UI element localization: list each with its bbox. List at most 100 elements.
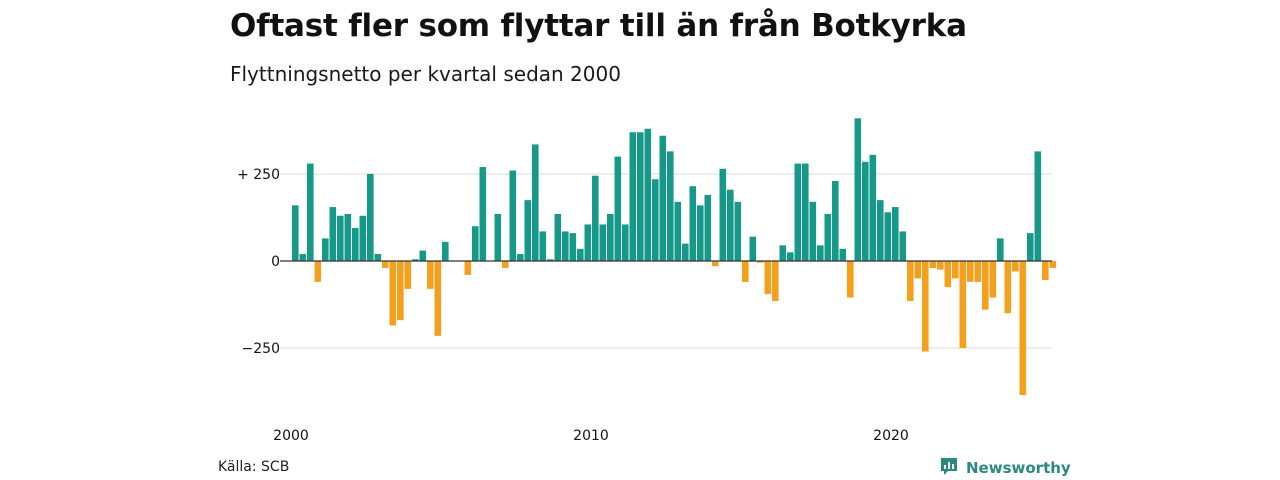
bar xyxy=(952,261,959,279)
bar xyxy=(907,261,914,302)
bar xyxy=(427,261,434,289)
bar xyxy=(682,243,689,261)
x-tick-label: 2020 xyxy=(873,428,909,444)
bar xyxy=(1027,233,1034,261)
bar xyxy=(314,261,322,282)
bar xyxy=(877,200,884,261)
bar xyxy=(1034,151,1042,261)
y-axis-ticks: + 250 0 −250 xyxy=(237,167,280,357)
chart-title: Oftast fler som flyttar till än från Bot… xyxy=(230,8,967,44)
bars xyxy=(292,118,1057,395)
bar xyxy=(697,205,704,261)
bar xyxy=(727,189,734,261)
bar xyxy=(974,261,982,282)
bar xyxy=(779,245,787,261)
bar xyxy=(937,261,944,270)
bar xyxy=(389,261,397,326)
bar xyxy=(704,194,712,261)
bar xyxy=(989,261,997,298)
bar xyxy=(442,241,449,261)
x-tick-label: 2010 xyxy=(573,428,609,444)
bar xyxy=(419,250,427,261)
bar xyxy=(892,207,899,261)
bar xyxy=(637,132,644,261)
bar xyxy=(644,128,652,261)
bar xyxy=(847,261,854,298)
bar xyxy=(712,261,719,267)
bar xyxy=(344,214,352,261)
source-note: Källa: SCB xyxy=(218,459,290,475)
bar xyxy=(757,261,764,263)
bar xyxy=(607,214,614,261)
bar xyxy=(659,135,667,261)
bar xyxy=(929,261,937,268)
bar xyxy=(1004,261,1012,314)
bar xyxy=(472,226,479,261)
newsworthy-logo-icon xyxy=(939,456,959,480)
bar xyxy=(524,200,532,261)
bar xyxy=(794,163,802,261)
bar xyxy=(404,261,412,289)
bar xyxy=(307,163,314,261)
bar xyxy=(749,236,757,261)
bar xyxy=(817,245,824,261)
bar xyxy=(494,214,502,261)
bar xyxy=(412,259,419,261)
y-tick-label: 0 xyxy=(271,254,280,270)
bar xyxy=(479,167,487,261)
bar xyxy=(652,179,659,261)
bar xyxy=(1049,261,1057,268)
x-axis-ticks: 2000 2010 2020 xyxy=(273,428,909,444)
bar xyxy=(434,261,442,336)
bar xyxy=(562,231,569,261)
bar xyxy=(809,201,817,261)
bar xyxy=(899,231,907,261)
bar xyxy=(922,261,929,352)
bar xyxy=(719,168,727,261)
bar xyxy=(839,248,847,261)
bar xyxy=(577,248,584,261)
bar xyxy=(1042,261,1049,281)
bar xyxy=(734,201,742,261)
bar xyxy=(502,261,509,268)
bar xyxy=(914,261,922,279)
bar xyxy=(397,261,404,321)
bar xyxy=(997,238,1004,261)
x-tick-label: 2000 xyxy=(273,428,309,444)
bar xyxy=(532,144,539,261)
y-tick-label: −250 xyxy=(242,341,280,357)
bar xyxy=(509,170,517,261)
bar xyxy=(944,261,952,288)
bar xyxy=(569,233,577,261)
bar xyxy=(622,224,629,261)
bar xyxy=(689,186,697,261)
brand[interactable]: Newsworthy xyxy=(939,456,1071,480)
bar xyxy=(854,118,862,261)
bar xyxy=(629,132,637,261)
bar xyxy=(1019,261,1027,395)
chart-subtitle: Flyttningsnetto per kvartal sedan 2000 xyxy=(230,62,621,86)
bar xyxy=(464,261,472,275)
bar xyxy=(674,201,682,261)
bar xyxy=(982,261,989,310)
bar xyxy=(337,215,344,261)
bar xyxy=(959,261,967,348)
bar xyxy=(599,224,607,261)
bar xyxy=(772,261,779,302)
bar xyxy=(367,174,374,261)
y-tick-label: + 250 xyxy=(237,167,280,183)
bar xyxy=(967,261,974,282)
bar xyxy=(884,212,892,261)
bar xyxy=(869,154,877,261)
bar xyxy=(539,231,547,261)
bar xyxy=(299,254,307,261)
bar xyxy=(742,261,749,282)
bar xyxy=(787,252,794,261)
bar xyxy=(322,238,329,261)
bar xyxy=(329,207,337,261)
bar xyxy=(292,205,299,261)
bar xyxy=(374,254,382,261)
bar xyxy=(359,215,367,261)
bar xyxy=(382,261,389,268)
